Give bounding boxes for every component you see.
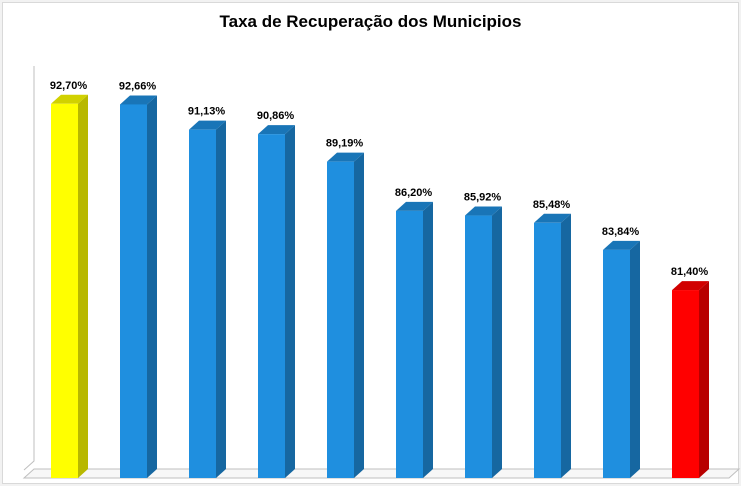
bar-top: [534, 213, 571, 223]
bar: [189, 129, 216, 478]
bar: [327, 161, 354, 478]
bar-side: [216, 120, 226, 479]
bar-side: [492, 206, 502, 478]
bar: [258, 134, 285, 478]
bar-side: [630, 240, 640, 478]
data-label: 86,20%: [395, 187, 433, 199]
bar-top: [120, 95, 157, 105]
bar-side: [699, 281, 709, 478]
bar-side: [285, 125, 295, 478]
bar: [534, 222, 561, 478]
bar-side: [147, 95, 157, 479]
bar-top: [672, 281, 709, 291]
bar-top: [258, 125, 295, 135]
data-label: 92,70%: [50, 80, 88, 92]
bar-side: [354, 152, 364, 478]
bar-top: [603, 240, 640, 250]
data-label: 81,40%: [671, 266, 709, 278]
bar-side: [423, 201, 433, 478]
bar-top: [327, 152, 364, 162]
bar-top: [51, 94, 88, 104]
data-label: 83,84%: [602, 226, 640, 238]
axis-wall-left: [23, 66, 35, 471]
bar-side: [78, 94, 88, 479]
bar-top: [465, 206, 502, 216]
data-label: 85,48%: [533, 199, 571, 211]
data-label: 85,92%: [464, 192, 502, 204]
bar: [465, 215, 492, 478]
bar-top: [396, 201, 433, 211]
bar: [672, 290, 699, 478]
bar-top: [189, 120, 226, 130]
data-label: 91,13%: [188, 106, 226, 118]
bar: [120, 104, 147, 479]
bar: [51, 103, 78, 479]
bar-side: [561, 213, 571, 478]
data-label: 90,86%: [257, 110, 295, 122]
data-label: 92,66%: [119, 80, 157, 92]
bar: [603, 249, 630, 478]
data-label: 89,19%: [326, 138, 364, 150]
bar: [396, 210, 423, 478]
chart-title: Taxa de Recuperação dos Municipios: [219, 12, 522, 31]
